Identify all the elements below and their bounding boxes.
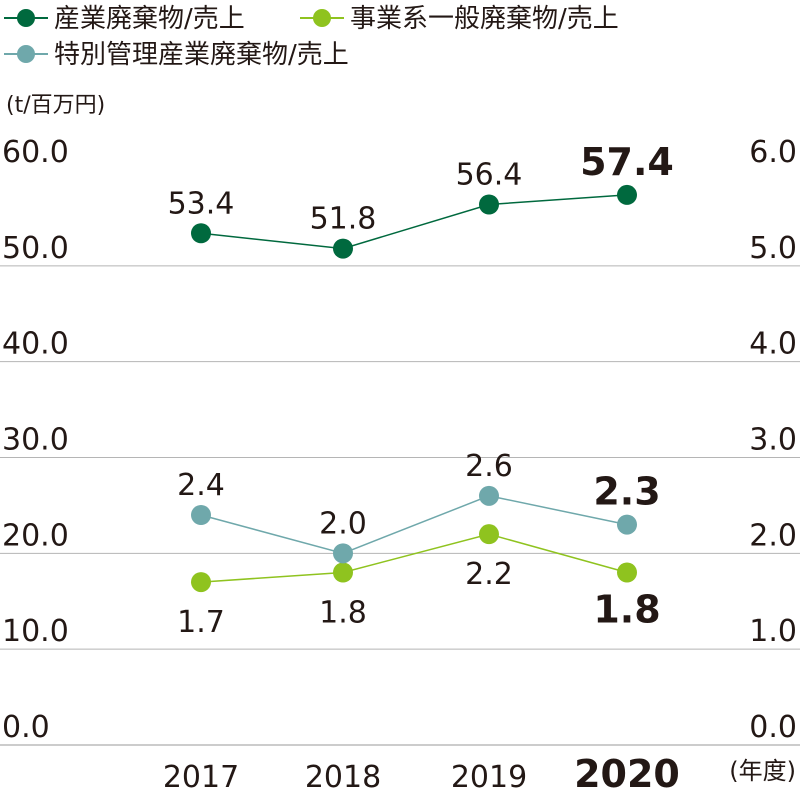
legend-swatch-marker	[313, 9, 331, 27]
x-tick-label: 2017	[163, 760, 239, 791]
series: 1.7 1.8 2.2 1.8	[177, 524, 661, 640]
left-tick-label: 30.0	[2, 423, 69, 458]
legend-label: 産業廃棄物/売上	[54, 4, 245, 34]
data-point	[479, 485, 499, 506]
right-tick-label: 5.0	[749, 231, 797, 266]
left-tick-label: 50.0	[2, 231, 69, 266]
right-tick-label: 6.0	[749, 135, 797, 170]
right-tick-label: 1.0	[749, 614, 797, 649]
x-unit-label: (年度)	[729, 757, 796, 785]
data-point	[333, 543, 353, 564]
series-line	[200, 194, 628, 250]
data-label: 51.8	[310, 202, 377, 237]
data-point	[191, 505, 211, 525]
data-point	[479, 524, 499, 545]
x-tick-label: 2019	[451, 760, 527, 791]
data-point	[333, 238, 353, 259]
legend-item: 特別管理産業廃棄物/売上	[4, 40, 349, 70]
data-point	[617, 514, 637, 535]
legend-swatch-marker	[17, 9, 35, 27]
series: 53.4 51.8 56.4 57.4	[168, 140, 674, 259]
data-label: 1.8	[593, 588, 660, 632]
series-line	[200, 533, 628, 583]
legend-swatch-marker	[17, 45, 35, 63]
legend-item: 産業廃棄物/売上	[4, 4, 245, 34]
x-axis-ticks: 2017 2018 2019 2020	[163, 752, 680, 791]
data-point	[191, 572, 211, 593]
y-unit-label: (t/百万円)	[6, 93, 105, 118]
left-tick-label: 40.0	[2, 327, 69, 362]
data-point	[333, 562, 353, 583]
left-axis-ticks: 0.0 10.0 20.0 30.0 40.0 50.0 60.0	[2, 135, 69, 745]
data-label: 53.4	[168, 186, 235, 221]
right-tick-label: 3.0	[749, 423, 797, 458]
data-label: 2.3	[593, 470, 660, 514]
left-tick-label: 20.0	[2, 518, 69, 553]
data-label: 57.4	[580, 140, 674, 184]
series-line	[200, 495, 628, 555]
series-layer: 53.4 51.8 56.4 57.4 1.7 1.8 2.2 1.8 2.4 2.0 2.6 2.3	[168, 140, 674, 640]
data-label: 1.8	[319, 596, 367, 631]
x-tick-label: 2020	[574, 752, 680, 791]
left-tick-label: 10.0	[2, 614, 69, 649]
data-point	[479, 194, 499, 215]
right-tick-label: 0.0	[749, 710, 797, 745]
data-label: 2.2	[465, 557, 513, 592]
left-tick-label: 60.0	[2, 135, 69, 170]
data-label: 2.0	[319, 506, 367, 541]
legend-item: 事業系一般廃棄物/売上	[300, 4, 619, 34]
legend-label: 事業系一般廃棄物/売上	[350, 4, 619, 34]
data-point	[191, 223, 211, 244]
right-axis-ticks: 0.0 1.0 2.0 3.0 4.0 5.0 6.0	[749, 135, 797, 745]
data-label: 56.4	[456, 158, 523, 193]
data-label: 2.6	[465, 449, 513, 484]
right-tick-label: 4.0	[749, 327, 797, 362]
data-label: 1.7	[177, 605, 225, 640]
right-tick-label: 2.0	[749, 518, 797, 553]
x-tick-label: 2018	[305, 760, 381, 791]
data-point	[617, 562, 637, 583]
legend-label: 特別管理産業廃棄物/売上	[54, 40, 349, 70]
data-point	[617, 184, 637, 205]
gridlines	[0, 265, 800, 746]
series: 2.4 2.0 2.6 2.3	[177, 449, 661, 564]
data-label: 2.4	[177, 468, 225, 503]
left-tick-label: 0.0	[2, 710, 50, 745]
